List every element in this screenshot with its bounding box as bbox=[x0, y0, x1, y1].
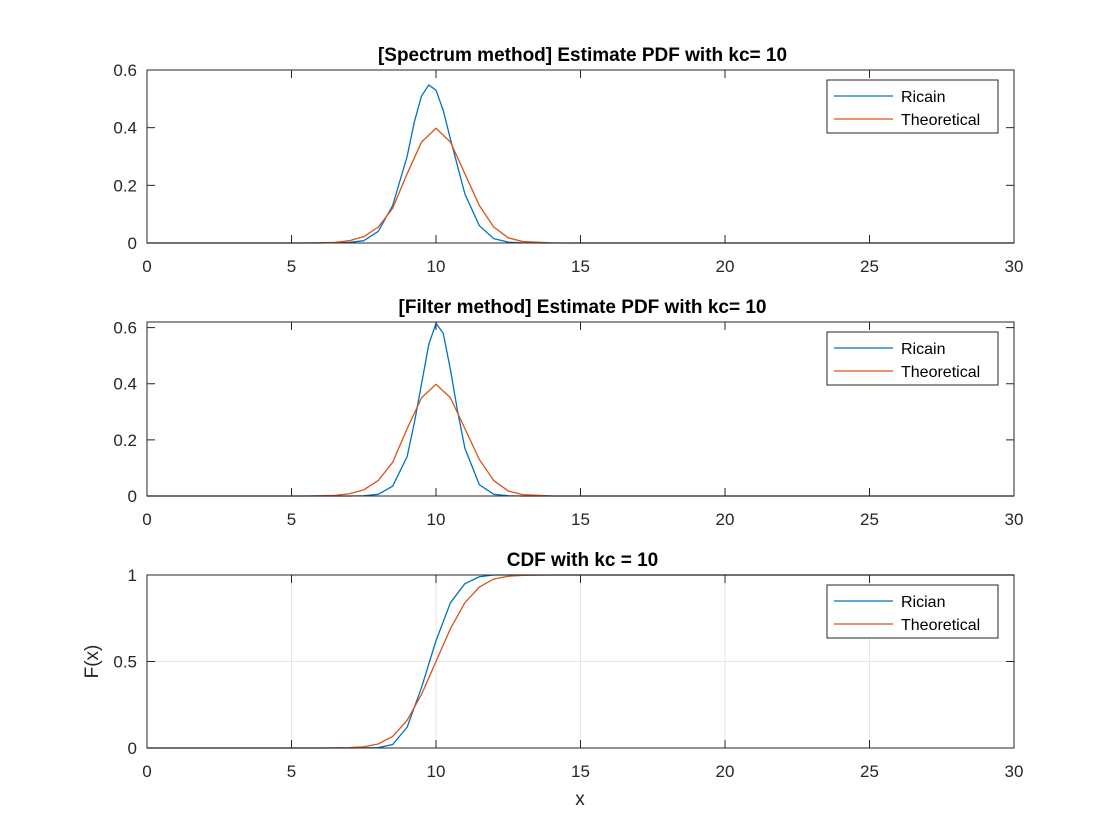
legend-label: Theoretical bbox=[901, 617, 980, 634]
chart-title: [Spectrum method] Estimate PDF with kc= … bbox=[378, 45, 787, 66]
x-tick-label: 30 bbox=[1005, 257, 1024, 276]
y-tick-label: 0.2 bbox=[113, 431, 137, 450]
x-tick-label: 10 bbox=[427, 257, 446, 276]
y-tick-label: 0 bbox=[128, 739, 137, 758]
x-tick-label: 10 bbox=[427, 762, 446, 781]
series-line-theoretical bbox=[147, 127, 1014, 244]
legend-label: Rician bbox=[901, 594, 945, 611]
legend: Ricain Theoretical bbox=[826, 79, 999, 134]
legend: Rician Theoretical bbox=[826, 584, 999, 639]
y-tick-label: 0.6 bbox=[113, 61, 137, 80]
x-tick-label: 5 bbox=[287, 510, 296, 529]
legend-box bbox=[826, 331, 999, 386]
y-tick-label: 0 bbox=[128, 234, 137, 253]
x-tick-label: 0 bbox=[142, 510, 151, 529]
subplot-3: 0 5 10 15 20 25 30 0 0.5 1 CDF with kc = 10 F(x) Ric… bbox=[82, 550, 1023, 781]
legend-box bbox=[826, 79, 999, 134]
x-tick-label: 20 bbox=[716, 510, 735, 529]
x-tick-label: 25 bbox=[860, 257, 879, 276]
y-tick-label: 0.2 bbox=[113, 176, 137, 195]
x-tick-label: 15 bbox=[571, 510, 590, 529]
y-tick-label: 0 bbox=[128, 487, 137, 506]
y-tick-label: 0.6 bbox=[113, 319, 137, 338]
legend-label: Theoretical bbox=[901, 364, 980, 381]
x-tick-label: 5 bbox=[287, 762, 296, 781]
x-tick-label: 30 bbox=[1005, 762, 1024, 781]
y-tick-label: 1 bbox=[128, 566, 137, 585]
y-tick-label: 0.4 bbox=[113, 119, 137, 138]
figure-x-axis-label: x bbox=[575, 789, 585, 810]
x-tick-label: 20 bbox=[716, 257, 735, 276]
x-tick-label: 0 bbox=[142, 257, 151, 276]
subplot-2: 0 5 10 15 20 25 30 0 0.2 0.4 0.6 [Filter method] Es… bbox=[113, 297, 1023, 529]
legend-box bbox=[826, 584, 999, 639]
chart-title: [Filter method] Estimate PDF with kc= 10 bbox=[399, 297, 767, 318]
series-line-ricain bbox=[147, 84, 1014, 244]
x-tick-label: 5 bbox=[287, 257, 296, 276]
x-tick-label: 10 bbox=[427, 510, 446, 529]
x-tick-label: 25 bbox=[860, 510, 879, 529]
legend: Ricain Theoretical bbox=[826, 331, 999, 386]
y-axis-label: F(x) bbox=[82, 645, 103, 679]
legend-label: Theoretical bbox=[901, 112, 980, 129]
x-tick-label: 20 bbox=[716, 762, 735, 781]
y-tick-label: 0.5 bbox=[113, 653, 137, 672]
chart-title: CDF with kc = 10 bbox=[507, 550, 659, 571]
x-tick-label: 0 bbox=[142, 762, 151, 781]
x-tick-label: 30 bbox=[1005, 510, 1024, 529]
legend-label: Ricain bbox=[901, 89, 945, 106]
legend-label: Ricain bbox=[901, 341, 945, 358]
series-line-theoretical bbox=[147, 383, 1014, 497]
x-tick-label: 15 bbox=[571, 257, 590, 276]
x-tick-label: 25 bbox=[860, 762, 879, 781]
subplot-1: 0 5 10 15 20 25 30 0 0.2 0.4 0.6 [Spectrum method] … bbox=[113, 45, 1023, 276]
series-line-theoretical bbox=[147, 574, 1014, 749]
x-tick-label: 15 bbox=[571, 762, 590, 781]
y-tick-label: 0.4 bbox=[113, 375, 137, 394]
